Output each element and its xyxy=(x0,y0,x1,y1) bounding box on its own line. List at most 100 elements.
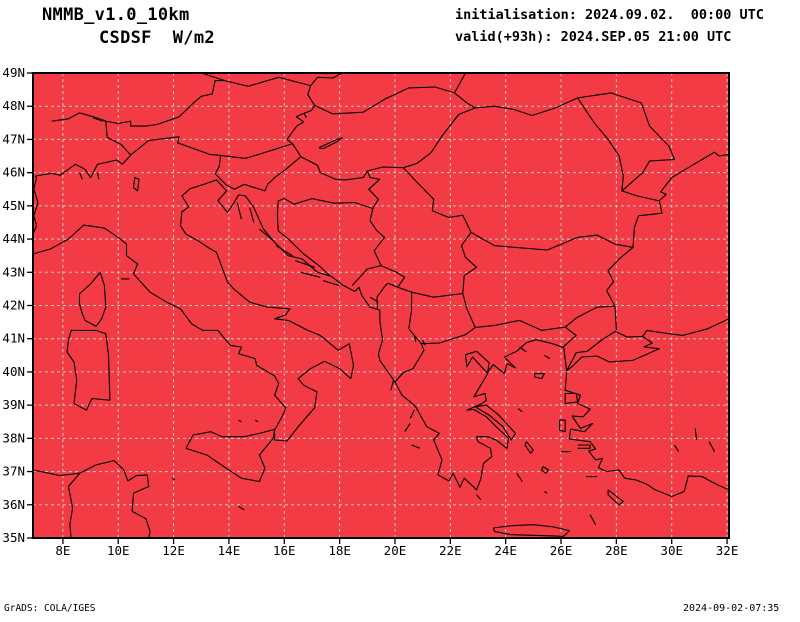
feature-rhodes xyxy=(607,489,624,506)
lat-label-43N: 43N xyxy=(2,264,25,279)
lon-label-22E: 22E xyxy=(439,543,462,558)
feature-ukraine-romania-border xyxy=(475,97,578,117)
feature-alps-borders xyxy=(35,136,227,186)
lon-label-30E: 30E xyxy=(660,543,683,558)
feature-croatia-bosnia-border xyxy=(276,198,373,277)
feature-serbia-bulgaria-border xyxy=(460,232,478,294)
feature-serbia-montenegro-border xyxy=(380,265,405,278)
feature-sicily xyxy=(185,428,276,483)
feature-lesbos xyxy=(564,392,579,405)
lat-label-46N: 46N xyxy=(2,165,25,180)
lon-label-14E: 14E xyxy=(218,543,241,558)
lon-label-18E: 18E xyxy=(328,543,351,558)
feature-greece-turkey-border xyxy=(562,326,577,349)
feature-greece-albania-border xyxy=(394,372,404,383)
feature-turkey-european-coast xyxy=(614,306,617,331)
feature-italy-west-adriatic-coast xyxy=(33,179,355,442)
feature-lake-beysehir xyxy=(708,441,716,452)
feature-lake-garda xyxy=(132,177,140,192)
feature-albania-east-border xyxy=(387,282,425,383)
feature-andros-tinos xyxy=(524,441,534,454)
valid-time: valid(+93h): 2024.SEP.05 21:00 UTC xyxy=(455,29,732,45)
lat-label-37N: 37N xyxy=(2,464,25,479)
feature-corsica xyxy=(78,271,107,327)
feature-lake-prespa xyxy=(422,340,426,346)
feature-bulgaria-turkey-border xyxy=(564,305,616,328)
lat-label-41N: 41N xyxy=(2,331,25,346)
lon-label-28E: 28E xyxy=(605,543,628,558)
feature-sardinia xyxy=(66,329,111,411)
feature-macedonia-greece-border xyxy=(421,326,476,345)
feature-milos xyxy=(516,472,523,482)
lat-label-39N: 39N xyxy=(2,397,25,412)
feature-slovakia-hungary-border xyxy=(314,73,466,115)
feature-romania-bulgaria-border xyxy=(470,231,634,251)
lat-label-42N: 42N xyxy=(2,298,25,313)
feature-istria-dalmatia-greece-coast xyxy=(217,185,568,491)
feature-tunisia-algeria-border xyxy=(67,473,80,538)
lon-label-12E: 12E xyxy=(162,543,185,558)
feature-hungary-serbia-border xyxy=(367,166,404,172)
feature-lake-maggiore xyxy=(78,172,83,180)
feature-turkey-aegean-coast xyxy=(564,372,729,498)
lon-label-32E: 32E xyxy=(716,543,739,558)
feature-santorini xyxy=(544,491,548,494)
feature-serbia-romania-border xyxy=(402,167,472,233)
geography-layer xyxy=(33,73,729,538)
feature-lake-egirdir xyxy=(694,428,698,441)
feature-lake-burdur xyxy=(674,444,680,452)
feature-pantelleria xyxy=(171,477,176,481)
lon-label-24E: 24E xyxy=(494,543,517,558)
lat-label-44N: 44N xyxy=(2,231,25,246)
feature-krk-rab xyxy=(249,207,255,223)
feature-croatia-serbia-border xyxy=(366,170,381,209)
feature-corfu xyxy=(390,380,395,391)
feature-malta xyxy=(238,505,245,511)
feature-lemnos xyxy=(534,373,545,380)
feature-serbia-bosnia-border xyxy=(369,208,386,266)
feature-germany-austria-border xyxy=(51,80,225,127)
feature-macedonia-serbia-border xyxy=(411,291,463,298)
feature-cres xyxy=(236,202,242,220)
feature-czech-germany-border xyxy=(201,73,225,82)
feature-karpathos xyxy=(589,514,597,525)
feature-euboea xyxy=(474,404,516,441)
feature-hungary-croatia-border xyxy=(300,156,368,181)
lat-label-45N: 45N xyxy=(2,198,25,213)
lon-label-8E: 8E xyxy=(55,543,70,558)
variable-title: CSDSF W/m2 xyxy=(99,28,215,48)
feature-lake-ohrid xyxy=(413,335,417,343)
feature-africa-coast xyxy=(33,460,151,538)
feature-dalmatia-island-4 xyxy=(322,280,340,287)
feature-lefkada xyxy=(409,409,415,419)
feature-dalmatia-island-1 xyxy=(275,245,293,257)
feature-samothraki xyxy=(544,354,551,360)
initialisation-time: initialisation: 2024.09.02. 00:00 UTC xyxy=(455,7,764,23)
feature-hungary-ukraine-border xyxy=(454,92,476,109)
lon-label-20E: 20E xyxy=(384,543,407,558)
feature-slovenia-hungary-border xyxy=(292,143,302,157)
feature-west-black-sea-coast xyxy=(606,151,729,307)
creation-timestamp: 2024-09-02-07:35 xyxy=(683,603,780,614)
feature-kythira xyxy=(476,494,482,501)
feature-dalmatia-island-3 xyxy=(300,271,321,278)
feature-swiss-austria-border xyxy=(105,121,132,156)
feature-hungary-romania-border xyxy=(403,107,476,169)
feature-pag xyxy=(259,228,274,242)
feature-crete xyxy=(492,524,570,537)
feature-bosphorus-strait xyxy=(642,330,648,337)
lat-label-47N: 47N xyxy=(2,131,25,146)
model-title: NMMB_v1.0_10km xyxy=(42,5,190,25)
feature-dalmatia-island-2 xyxy=(295,260,315,268)
lon-label-26E: 26E xyxy=(550,543,573,558)
feature-thasos xyxy=(519,346,527,353)
lat-label-49N: 49N xyxy=(2,65,25,80)
lat-label-35N: 35N xyxy=(2,530,25,545)
lon-label-16E: 16E xyxy=(273,543,296,558)
feature-moldova-ukraine-border xyxy=(577,92,676,192)
axes-layer: 49N 48N 47N 46N 45N 44N 43N 42N 41N 40N 39N 38N 37N 3… xyxy=(2,65,738,558)
feature-bulgaria-greece-border xyxy=(475,319,566,331)
